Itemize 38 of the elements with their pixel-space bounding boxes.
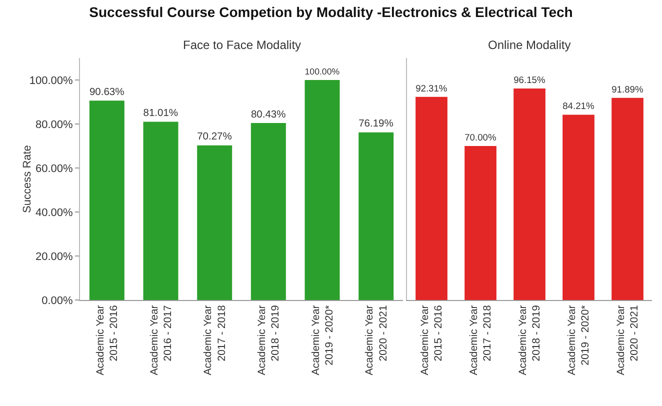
x-tick-label: Academic Year 2018 - 2019 [256, 304, 282, 376]
x-tick-label: Academic Year 2020 - 2021 [615, 304, 641, 376]
x-tick-label: Academic Year 2017 - 2018 [468, 304, 494, 376]
data-label: 80.43% [250, 109, 286, 120]
data-label: 96.15% [514, 74, 546, 85]
bar [358, 132, 394, 300]
chart-subtitle: Online Modality [488, 38, 571, 52]
x-tick-label: Academic Year 2020 - 2021 [364, 304, 390, 376]
data-label: 70.27% [197, 132, 232, 143]
y-tick-label: 60.00% [35, 162, 74, 175]
data-label: 91.89% [612, 84, 644, 94]
x-tick-label: Academic Year 2018 - 2019 [517, 304, 543, 376]
bar [197, 145, 232, 300]
x-tick-label: Academic Year 2015 - 2016 [94, 304, 120, 376]
bar [250, 123, 286, 300]
data-label: 90.63% [89, 86, 124, 98]
bar [89, 100, 124, 300]
data-label: 81.01% [143, 108, 178, 119]
y-tick-label: 40.00% [35, 206, 74, 219]
x-tick-label: Academic Year 2016 - 2017 [148, 304, 174, 376]
bar [143, 122, 178, 300]
bar [304, 80, 340, 300]
x-tick-label: Academic Year 2019 - 2020* [310, 304, 336, 376]
x-tick-label: Academic Year 2017 - 2018 [202, 304, 228, 376]
data-label: 92.31% [416, 83, 448, 94]
data-label: 84.21% [562, 101, 594, 112]
y-tick-label: 80.00% [35, 118, 74, 131]
x-tick-label: Academic Year 2015 - 2016 [419, 304, 445, 376]
y-tick-label: 20.00% [35, 250, 74, 263]
y-tick-label: 100.00% [29, 74, 74, 87]
data-label: 100.00% [304, 66, 340, 77]
data-label: 76.19% [358, 118, 394, 130]
data-label: 70.00% [464, 132, 496, 142]
chart-title: Successful Course Competion by Modality -Electronics & Electrical Tech [88, 4, 574, 20]
y-axis-title: Success Rate [21, 145, 34, 213]
x-tick-label: Academic Year 2019 - 2020* [566, 304, 592, 376]
y-tick-label: 0.00% [42, 294, 74, 307]
chart-subtitle: Face to Face Modality [183, 38, 302, 52]
